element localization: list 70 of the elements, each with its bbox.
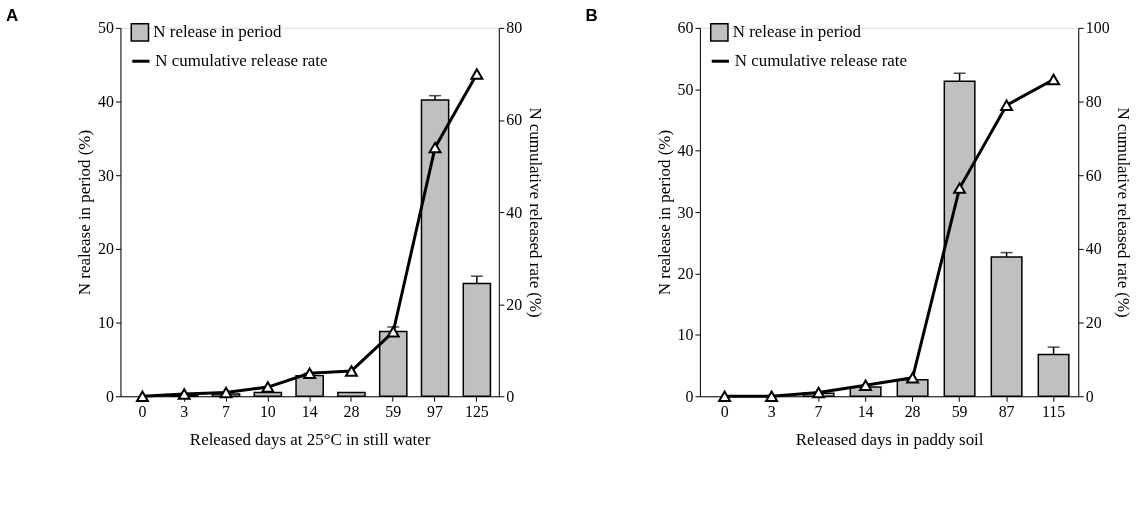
y2-tick-label: 80 <box>506 19 523 37</box>
point <box>718 390 732 402</box>
point <box>219 386 233 399</box>
x-tick-label: 115 <box>1041 402 1066 420</box>
x-tick-label: 0 <box>138 402 147 420</box>
y2-tick-label: 0 <box>1085 387 1094 405</box>
point <box>953 182 967 194</box>
y-tick-label: 40 <box>98 93 115 111</box>
y-tick-label: 20 <box>98 240 115 258</box>
point <box>177 388 191 400</box>
y-tick-label: 30 <box>677 203 694 221</box>
point <box>1047 73 1061 86</box>
legend-label: N release in period <box>153 22 283 42</box>
point <box>812 386 826 399</box>
x-tick-label: 0 <box>720 402 729 420</box>
point <box>386 326 400 338</box>
x-axis-title: Released days at 25°C in still water <box>189 429 431 449</box>
point <box>344 365 358 377</box>
y-tick-label: 60 <box>677 19 694 37</box>
x-tick-label: 3 <box>767 402 776 420</box>
y-tick-label: 10 <box>677 326 694 344</box>
legend-label: N cumulative release rate <box>155 51 328 71</box>
y-tick-label: 20 <box>677 264 694 282</box>
point <box>906 372 920 384</box>
y-tick-label: 50 <box>677 80 694 98</box>
y2-tick-label: 40 <box>506 203 523 221</box>
point <box>859 379 873 391</box>
x-tick-label: 97 <box>427 402 444 420</box>
y2-tick-label: 0 <box>506 387 515 405</box>
point <box>1000 99 1014 111</box>
y-tick-label: 0 <box>685 387 694 405</box>
y2-axis-title: N cumulative released rate (%) <box>526 107 546 318</box>
y2-tick-label: 60 <box>1085 166 1102 184</box>
chart-title: A <box>5 5 19 25</box>
x-axis-title: Released days in paddy soil <box>795 429 984 449</box>
y2-tick-label: 20 <box>1085 314 1102 332</box>
chart-title: B <box>585 5 598 25</box>
x-tick-label: 10 <box>259 402 276 420</box>
y2-tick-label: 80 <box>1085 93 1102 111</box>
y-tick-label: 40 <box>677 142 694 160</box>
x-tick-label: 28 <box>343 402 360 420</box>
x-tick-label: 59 <box>385 402 402 420</box>
x-tick-label: 14 <box>301 402 318 420</box>
x-tick-label: 7 <box>222 402 231 420</box>
point <box>135 390 149 402</box>
point <box>428 141 442 154</box>
y2-tick-label: 60 <box>506 111 523 129</box>
y2-tick-label: 20 <box>506 295 523 313</box>
y-tick-label: 50 <box>98 19 115 37</box>
y-tick-label: 10 <box>98 314 115 332</box>
y-axis-title: N realease in period (%) <box>75 129 95 296</box>
x-tick-label: 28 <box>904 402 921 420</box>
y-axis-title: N realease in period (%) <box>654 129 674 296</box>
y2-tick-label: 40 <box>1085 240 1102 258</box>
x-tick-label: 59 <box>951 402 968 420</box>
point <box>765 390 779 402</box>
legend-label: N release in period <box>732 22 862 42</box>
y2-axis-title: N cumulative released rate (%) <box>1113 107 1133 318</box>
x-tick-label: 14 <box>857 402 874 420</box>
y-tick-label: 30 <box>98 166 115 184</box>
legend-label: N cumulative release rate <box>734 51 908 71</box>
y2-tick-label: 100 <box>1085 19 1110 37</box>
point <box>470 68 484 80</box>
y-tick-label: 0 <box>106 387 115 405</box>
x-tick-label: 3 <box>180 402 189 420</box>
x-tick-label: 87 <box>998 402 1015 420</box>
point <box>261 381 275 393</box>
x-tick-label: 7 <box>814 402 823 420</box>
x-tick-label: 125 <box>464 402 489 420</box>
point <box>303 367 317 379</box>
